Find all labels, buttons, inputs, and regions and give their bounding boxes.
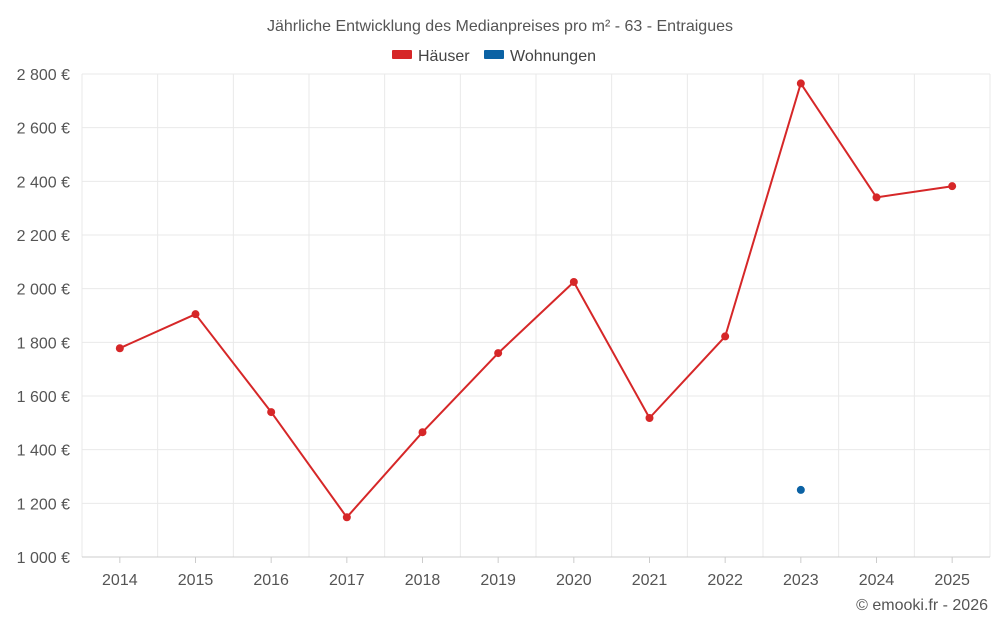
y-tick-label: 1 600 € <box>17 389 70 406</box>
x-tick-label: 2022 <box>707 572 743 589</box>
legend-label-haeuser: Häuser <box>418 48 470 65</box>
x-tick-label: 2016 <box>253 572 289 589</box>
data-point-haeuser <box>494 349 503 358</box>
data-point-haeuser <box>191 310 200 319</box>
x-tick-label: 2017 <box>329 572 365 589</box>
x-tick-label: 2018 <box>405 572 441 589</box>
y-tick-label: 2 600 € <box>17 121 70 138</box>
series-layer <box>115 79 957 522</box>
data-point-haeuser <box>342 513 351 522</box>
chart-title: Jährliche Entwicklung des Medianpreises … <box>267 18 733 35</box>
data-point-haeuser <box>418 428 427 437</box>
legend-swatch-haeuser <box>392 50 412 59</box>
x-tick-label: 2023 <box>783 572 819 589</box>
data-point-haeuser <box>645 414 654 423</box>
data-point-haeuser <box>948 182 957 191</box>
x-tick-label: 2021 <box>632 572 668 589</box>
y-tick-label: 1 000 € <box>17 550 70 567</box>
x-tick-label: 2019 <box>480 572 516 589</box>
x-tick-label: 2020 <box>556 572 592 589</box>
x-tick-label: 2024 <box>859 572 895 589</box>
legend-swatch-wohnungen <box>484 50 504 59</box>
legend-label-wohnungen: Wohnungen <box>510 48 596 65</box>
y-tick-label: 2 000 € <box>17 282 70 299</box>
data-point-haeuser <box>569 277 578 286</box>
y-axis: 1 000 € 1 200 € 1 400 € 1 600 € 1 800 € 2 000… <box>17 67 70 567</box>
y-tick-label: 1 400 € <box>17 443 70 460</box>
data-point-haeuser <box>115 344 124 353</box>
series-line-haeuser <box>119 82 953 519</box>
x-axis: 2014 2015 2016 2017 2018 2019 2020 2021 2022 2023… <box>82 556 990 589</box>
credit-text: © emooki.fr - 2026 <box>856 597 988 614</box>
y-tick-label: 1 800 € <box>17 335 70 352</box>
y-tick-label: 1 200 € <box>17 496 70 513</box>
data-point-wohnungen <box>796 485 805 494</box>
data-point-haeuser <box>267 408 276 417</box>
data-point-haeuser <box>872 193 881 202</box>
y-tick-label: 2 400 € <box>17 174 70 191</box>
legend: Häuser Wohnungen <box>392 48 596 65</box>
x-tick-label: 2025 <box>934 572 970 589</box>
grid <box>81 73 991 557</box>
data-point-haeuser <box>796 79 805 88</box>
x-tick-label: 2014 <box>102 572 138 589</box>
y-tick-label: 2 800 € <box>17 67 70 84</box>
x-tick-label: 2015 <box>178 572 214 589</box>
y-tick-label: 2 200 € <box>17 228 70 245</box>
data-point-haeuser <box>721 332 730 341</box>
